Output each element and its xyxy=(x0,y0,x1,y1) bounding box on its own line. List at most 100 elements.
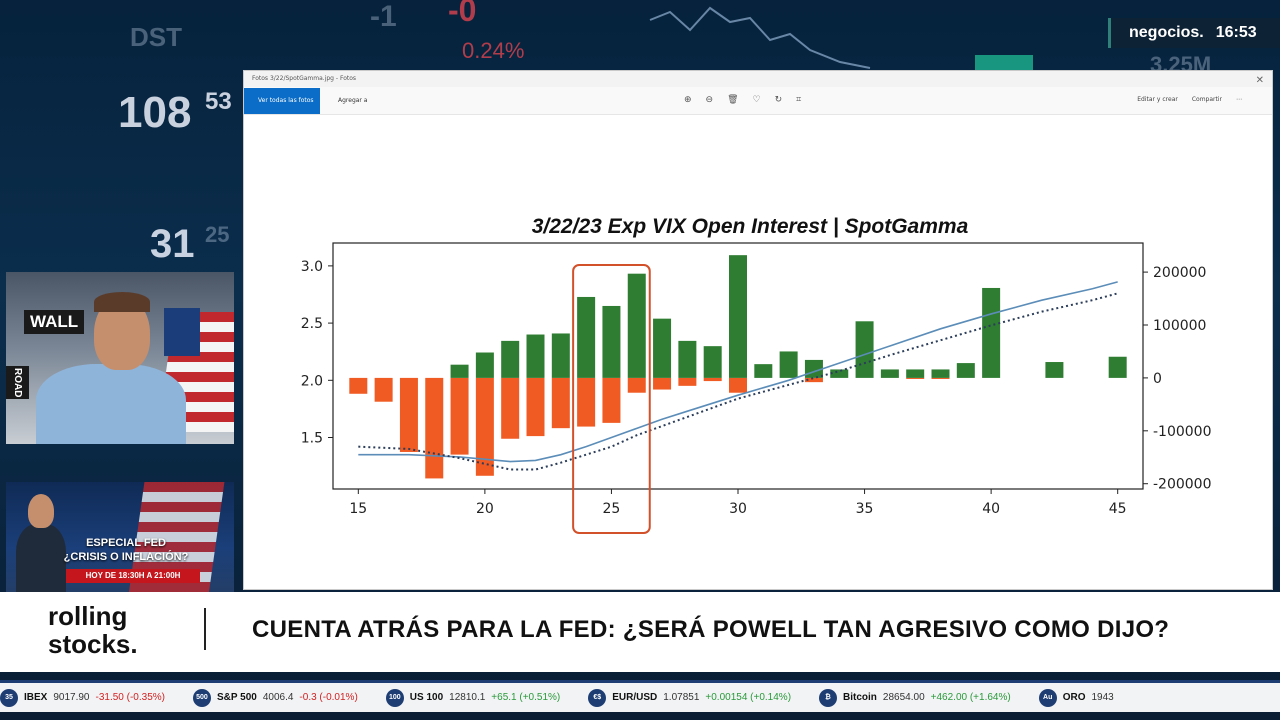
call-bar xyxy=(830,369,849,378)
put-bar xyxy=(804,377,823,383)
axes-layer: 15 20 25 30 35 40 45 1.5 2.0 2.5 3.0 -200000 -100000… xyxy=(301,259,1212,517)
crop-icon[interactable]: ⌗ xyxy=(796,95,802,105)
x-tick-label: 25 xyxy=(603,501,621,517)
put-bar xyxy=(475,377,494,476)
ticker-name: IBEX xyxy=(24,692,48,703)
ticker-change: +462.00 (+1.64%) xyxy=(930,692,1011,703)
y-right-tick-label: -100000 xyxy=(1153,424,1212,440)
viewer-tools: ⊕ ⊖ 🗑 ♡ ↻ ⌗ xyxy=(684,95,801,105)
zoom-out-icon[interactable]: ⊖ xyxy=(705,95,714,105)
call-bar xyxy=(501,340,520,378)
ticker-value: 1.07851 xyxy=(663,692,700,703)
ticker-item: €$ EUR/USD 1.07851 +0.00154 (+0.14%) xyxy=(588,688,791,707)
put-bar xyxy=(425,377,444,479)
call-bar xyxy=(678,340,697,378)
y-right-tick-label: -200000 xyxy=(1153,477,1212,493)
x-tick-label: 15 xyxy=(349,501,367,517)
ticker-name: S&P 500 xyxy=(216,692,257,703)
put-bar xyxy=(577,377,596,427)
y-right-tick-label: 200000 xyxy=(1153,265,1206,281)
call-bar xyxy=(475,352,494,378)
put-bar xyxy=(627,377,646,393)
viewer-right-actions: Editar y crear Compartir ⋯ xyxy=(1137,96,1242,103)
presenter-webcam: WALL ROAD xyxy=(6,272,234,444)
show-logo-line1: rolling xyxy=(48,601,128,631)
rotate-icon[interactable]: ↻ xyxy=(774,95,783,105)
edit-create-button[interactable]: Editar y crear xyxy=(1137,96,1178,103)
solid-line xyxy=(358,281,1118,463)
vix-open-interest-chart: 3/22/23 Exp VIX Open Interest | SpotGamm… xyxy=(301,215,1212,534)
put-bar xyxy=(399,377,418,452)
put-bar xyxy=(374,377,393,402)
host-suit xyxy=(16,524,66,592)
divider xyxy=(204,608,206,650)
y-left-tick-label: 3.0 xyxy=(301,259,323,275)
call-bar xyxy=(703,346,722,378)
call-bar xyxy=(627,273,646,378)
ticker-item: Au ORO 1943 xyxy=(1038,688,1114,707)
call-bar xyxy=(602,305,621,378)
close-icon[interactable]: ✕ xyxy=(1255,75,1264,86)
channel-clock-badge: negocios. 16:53 xyxy=(1108,18,1280,48)
more-options-icon[interactable]: ⋯ xyxy=(1236,96,1242,103)
ticker-badge-icon: €$ xyxy=(588,688,607,707)
bg-number: 108 xyxy=(118,88,192,137)
call-bar xyxy=(880,369,899,378)
put-bar xyxy=(501,377,520,439)
street-sign-secondary: ROAD xyxy=(6,366,29,400)
delete-icon[interactable]: 🗑 xyxy=(727,95,739,105)
promo-title-line1: ESPECIAL FED xyxy=(86,537,166,549)
share-button[interactable]: Compartir xyxy=(1191,96,1222,103)
put-bar xyxy=(678,377,697,386)
call-bar xyxy=(906,369,925,378)
put-bar xyxy=(551,377,570,429)
bg-number: -0 xyxy=(448,0,477,28)
call-bar xyxy=(450,364,469,378)
call-bar xyxy=(577,296,596,378)
photo-viewer-window: Fotos 3/22/SpotGamma.jpg - Fotos Ver tod… xyxy=(243,70,1273,590)
ticker-name: Bitcoin xyxy=(843,692,877,703)
call-bar xyxy=(931,369,950,378)
put-bar xyxy=(602,377,621,423)
ticker-value: 9017.90 xyxy=(53,692,90,703)
put-bar xyxy=(906,377,925,379)
x-tick-label: 40 xyxy=(982,501,1000,517)
show-logo: rolling stocks. xyxy=(48,602,138,658)
ticker-name: US 100 xyxy=(409,692,444,703)
promo-title-line2: ¿CRISIS O INFLACIÓN? xyxy=(63,551,189,563)
ticker-change: -0.3 (-0.01%) xyxy=(299,692,358,703)
x-tick-label: 35 xyxy=(856,501,874,517)
call-bar xyxy=(526,334,545,378)
call-bar xyxy=(653,318,672,378)
view-all-photos-button[interactable]: Ver todas las fotos xyxy=(244,87,320,114)
put-bar xyxy=(653,377,672,390)
clock: 16:53 xyxy=(1215,24,1257,41)
favorite-icon[interactable]: ♡ xyxy=(752,95,761,105)
viewer-toolbar: Ver todas las fotos Agregar a ⊕ ⊖ 🗑 ♡ ↻ … xyxy=(244,75,1272,115)
show-logo-line2: stocks. xyxy=(48,629,138,659)
promo-schedule: HOY DE 18:30H A 21:00H xyxy=(66,569,200,583)
y-right-tick-label: 100000 xyxy=(1153,318,1206,334)
call-bar xyxy=(982,287,1001,378)
ticker-badge-icon: 500 xyxy=(192,688,211,707)
put-bar xyxy=(450,377,469,455)
bg-green-cell xyxy=(975,55,1033,73)
ticker-badge-icon: Au xyxy=(1038,688,1057,707)
bg-number: 53 xyxy=(205,88,232,115)
call-bar xyxy=(1045,362,1064,378)
channel-logo: negocios. xyxy=(1129,24,1204,41)
bg-number: 25 xyxy=(205,222,230,247)
ticker-value: 12810.1 xyxy=(449,692,486,703)
zoom-in-icon[interactable]: ⊕ xyxy=(684,95,692,105)
call-bar xyxy=(729,255,747,378)
market-ticker: 35 IBEX 9017.90 -31.50 (-0.35%) 500 S&P 500 40… xyxy=(0,680,1280,712)
x-tick-label: 45 xyxy=(1109,501,1127,517)
bg-sparkline xyxy=(649,6,871,69)
add-to-button[interactable]: Agregar a xyxy=(338,97,368,104)
headline: CUENTA ATRÁS PARA LA FED: ¿SERÁ POWELL T… xyxy=(252,616,1170,643)
viewer-title: Fotos 3/22/SpotGamma.jpg - Fotos xyxy=(244,71,1272,87)
y-left-tick-label: 2.0 xyxy=(301,373,323,389)
call-bar xyxy=(1108,356,1127,378)
ticker-badge-icon: 35 xyxy=(0,688,18,707)
